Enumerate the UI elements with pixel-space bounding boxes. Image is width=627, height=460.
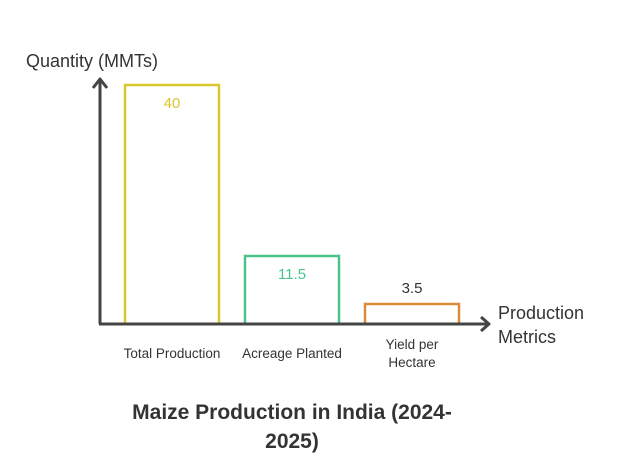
y-axis-arrow [91, 77, 109, 89]
data-label: 3.5 [402, 280, 423, 297]
data-label: 11.5 [278, 266, 306, 283]
chart-title-line-2: 2025) [265, 430, 319, 453]
bar-total-production [123, 83, 221, 324]
bar-yield-per-hectare [363, 302, 461, 324]
data-label: 40 [164, 95, 181, 112]
y-axis-label: Quantity (MMTs) [26, 51, 158, 71]
x-axis-label-line-1: Production [498, 303, 584, 323]
x-axis-arrow [480, 315, 491, 333]
x-axis-label-line-2: Metrics [498, 327, 556, 347]
bar-acreage-planted [243, 254, 341, 324]
x-tick-label: Total Production [124, 346, 221, 361]
x-tick-label: Hectare [388, 355, 435, 370]
x-tick-label: Acreage Planted [242, 346, 342, 361]
chart-title-line-1: Maize Production in India (2024- [132, 401, 452, 424]
x-tick-label: Yield per [386, 337, 439, 352]
